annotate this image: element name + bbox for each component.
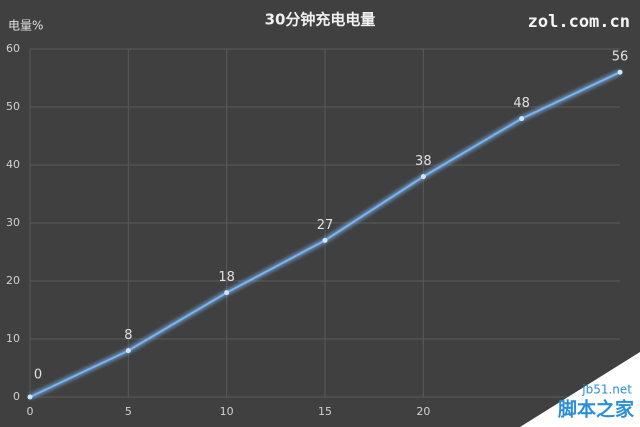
y-tick-label: 40: [6, 158, 20, 171]
source: zol.com.cn: [528, 12, 630, 32]
data-label: 48: [513, 96, 530, 111]
plot-area: 0 10 20 30 40 50 60 0 5 10 15 20 0 8 18 27 38 48 56: [6, 42, 628, 418]
y-tick-label: 50: [6, 100, 20, 113]
y-tick-label: 10: [6, 332, 20, 345]
x-tick-label: 0: [27, 405, 34, 418]
point: [224, 290, 230, 296]
y-tick-label: 30: [6, 216, 20, 229]
data-label: 8: [124, 328, 132, 343]
y-axis-label: 电量%: [8, 19, 43, 33]
point: [617, 69, 623, 75]
point: [420, 174, 426, 180]
data-label: 27: [317, 218, 334, 233]
data-label: 18: [218, 270, 235, 285]
y-tick-label: 0: [13, 390, 20, 403]
watermark: 脚本之家: [558, 398, 635, 421]
point: [519, 116, 525, 122]
x-tick-label: 10: [220, 405, 234, 418]
data-label: 56: [612, 50, 629, 65]
y-tick-label: 20: [6, 274, 20, 287]
chart-title: 30分钟充电电量: [265, 11, 376, 29]
watermark-bg: [520, 352, 640, 427]
data-label: 38: [415, 154, 432, 169]
watermark: jb51.net: [581, 383, 632, 397]
point: [125, 348, 131, 354]
x-tick-label: 20: [416, 405, 430, 418]
point: [27, 394, 33, 400]
x-tick-label: 15: [318, 405, 332, 418]
point: [322, 237, 328, 243]
data-label: 0: [34, 368, 42, 383]
y-tick-label: 60: [6, 42, 20, 55]
x-tick-label: 5: [125, 405, 132, 418]
